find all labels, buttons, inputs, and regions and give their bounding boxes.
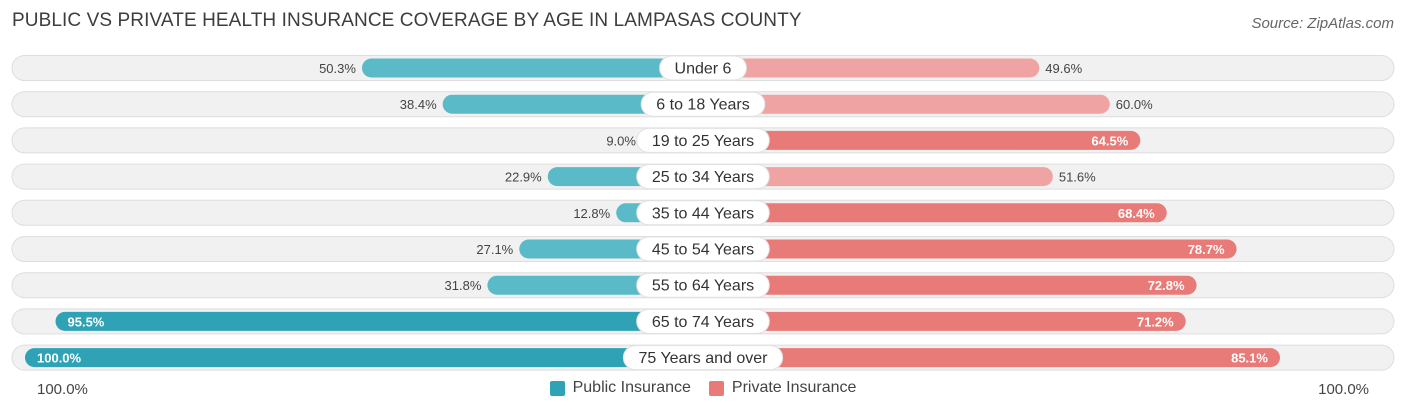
value-label-public: 100.0% [37,351,82,366]
axis-right-label: 100.0% [1318,381,1369,398]
bar-private [703,311,1186,331]
category-label: 65 to 74 Years [652,314,754,331]
category-pill [636,272,770,298]
value-label-private: 51.6% [1059,170,1096,185]
bar-private [703,239,1237,259]
chart-title: PUBLIC VS PRIVATE HEALTH INSURANCE COVER… [12,10,802,31]
axis-left-label: 100.0% [37,381,88,398]
value-label-private: 68.4% [1118,206,1155,221]
value-label-public: 38.4% [400,97,437,112]
value-label-private: 78.7% [1188,242,1225,257]
category-label: 75 Years and over [639,350,769,367]
category-pill [659,55,747,81]
category-label: 25 to 34 Years [652,169,754,186]
category-label: 19 to 25 Years [652,133,754,150]
bar-public [442,94,703,114]
bar-private [703,348,1280,368]
value-label-private: 60.0% [1116,97,1153,112]
value-label-public: 50.3% [319,61,356,76]
value-label-private: 49.6% [1045,61,1082,76]
bar-private [703,167,1053,187]
value-label-public: 9.0% [606,133,636,148]
bar-public [55,311,703,331]
bar-private [703,94,1110,114]
category-pill [622,345,784,371]
bar-public [361,58,703,78]
category-pill [636,236,770,262]
category-label: 45 to 54 Years [652,242,754,259]
category-label: 35 to 44 Years [652,205,754,222]
legend-item-private[interactable]: Private Insurance [708,379,857,397]
legend-swatch-private [708,380,724,396]
category-label: 6 to 18 Years [656,97,749,114]
category-pill [636,164,770,190]
source-label: Source: ZipAtlas.com [1251,15,1394,32]
category-pill [640,91,766,117]
category-pill [636,127,770,153]
value-label-private: 64.5% [1091,133,1128,148]
legend-item-public[interactable]: Public Insurance [549,379,691,397]
value-label-public: 12.8% [573,206,610,221]
bar-private [703,275,1197,295]
legend-label-private: Private Insurance [731,379,857,396]
legend: Public Insurance Private Insurance [0,379,1406,397]
value-label-public: 27.1% [476,242,513,257]
value-label-public: 95.5% [68,314,105,329]
bar-private [703,203,1167,223]
value-label-private: 71.2% [1137,314,1174,329]
value-label-private: 85.1% [1231,351,1268,366]
value-label-private: 72.8% [1148,278,1185,293]
bar-public [25,348,703,368]
category-pill [636,308,770,334]
category-pill [636,200,770,226]
legend-swatch-public [549,380,565,396]
category-label: Under 6 [675,61,732,78]
legend-label-public: Public Insurance [572,379,691,396]
bar-private [703,130,1141,150]
value-label-public: 31.8% [445,278,482,293]
category-label: 55 to 64 Years [652,278,754,295]
value-label-public: 22.9% [505,170,542,185]
bar-private [703,58,1040,78]
